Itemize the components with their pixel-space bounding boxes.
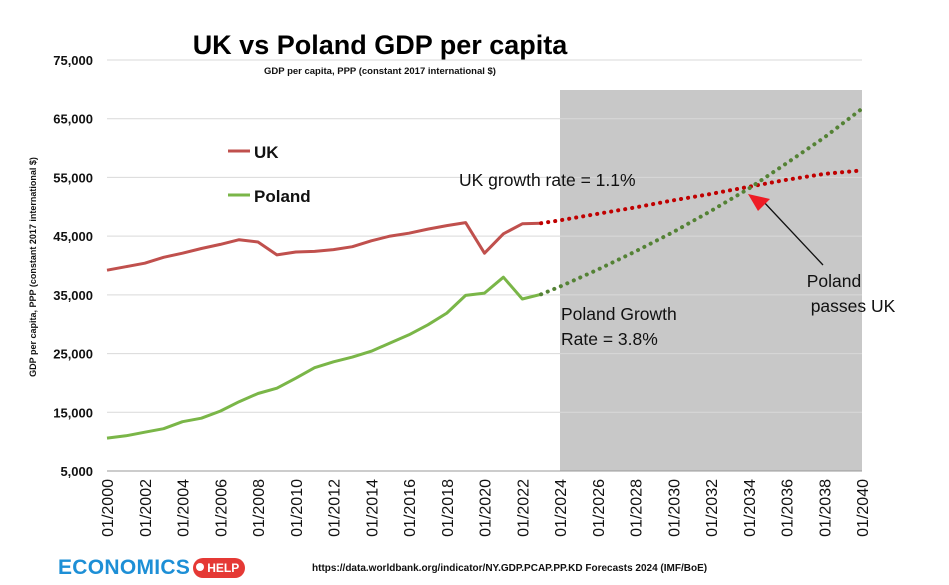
legend-poland-label: Poland	[254, 187, 311, 206]
economics-help-logo: ECONOMICS HELP	[58, 556, 246, 580]
x-axis: 01/2000 01/2002 01/2004 01/2006 01/2008 01/20…	[100, 479, 872, 537]
x-tick-label: 01/2030	[666, 479, 683, 537]
forecast-region	[560, 90, 862, 471]
passes-annotation-line2: passes UK	[811, 296, 896, 316]
series-line-1	[106, 275, 542, 440]
y-tick-label: 45,000	[53, 229, 93, 244]
legend-uk-label: UK	[254, 143, 279, 162]
x-tick-label: 01/2002	[138, 479, 155, 537]
y-axis-label: GDP per capita, PPP (constant 2017 inter…	[28, 157, 38, 377]
x-tick-label: 01/2020	[478, 479, 495, 537]
series-line-3	[539, 106, 864, 297]
series-line-2	[539, 168, 864, 226]
x-tick-label: 01/2028	[629, 479, 646, 537]
x-tick-label: 01/2010	[289, 479, 306, 537]
x-tick-label: 01/2022	[515, 479, 532, 537]
x-tick-label: 01/2008	[251, 479, 268, 537]
x-tick-label: 01/2000	[100, 479, 117, 537]
y-tick-label: 65,000	[53, 112, 93, 127]
y-tick-label: 75,000	[53, 53, 93, 68]
x-tick-label: 01/2016	[402, 479, 419, 537]
x-tick-label: 01/2006	[213, 479, 230, 537]
x-tick-label: 01/2014	[364, 479, 381, 537]
series-lines	[106, 106, 864, 440]
x-tick-label: 01/2032	[704, 479, 721, 537]
x-tick-label: 01/2038	[817, 479, 834, 537]
y-tick-label: 25,000	[53, 347, 93, 362]
y-tick-label: 55,000	[53, 170, 93, 185]
source-note: https://data.worldbank.org/indicator/NY.…	[312, 563, 708, 574]
x-tick-label: 01/2040	[855, 479, 872, 537]
x-tick-label: 01/2012	[327, 479, 344, 537]
arrow-shaft	[761, 199, 824, 266]
legend: UK Poland	[228, 143, 311, 206]
uk-growth-annotation: UK growth rate = 1.1%	[459, 170, 636, 190]
poland-growth-annotation-line2: Rate = 3.8%	[561, 329, 658, 349]
grid	[107, 59, 862, 472]
x-tick-label: 01/2026	[591, 479, 608, 537]
y-tick-label: 15,000	[53, 405, 93, 420]
y-axis: 5,000 15,000 25,000 35,000 45,000 55,000 65,00…	[53, 53, 93, 479]
series-line-0	[106, 221, 542, 272]
y-tick-label: 5,000	[60, 464, 93, 479]
chart-subtitle: GDP per capita, PPP (constant 2017 inter…	[264, 66, 496, 77]
x-tick-label: 01/2024	[553, 479, 570, 537]
y-tick-label: 35,000	[53, 288, 93, 303]
passes-annotation-line1: Poland	[807, 271, 862, 291]
logo-text: ECONOMICS	[58, 556, 191, 579]
x-tick-label: 01/2004	[176, 479, 193, 537]
logo-badge: HELP	[193, 558, 246, 578]
x-tick-label: 01/2034	[742, 479, 759, 537]
crossover-arrow	[748, 194, 824, 266]
arrow-head-icon	[748, 194, 770, 211]
chart-title: UK vs Poland GDP per capita	[193, 30, 569, 60]
poland-growth-annotation-line1: Poland Growth	[561, 304, 677, 324]
x-tick-label: 01/2036	[780, 479, 797, 537]
x-tick-label: 01/2018	[440, 479, 457, 537]
